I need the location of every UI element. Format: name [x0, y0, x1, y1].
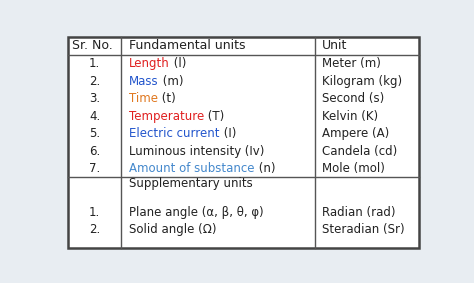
Text: Electric current: Electric current — [129, 127, 219, 140]
Text: Mole (mol): Mole (mol) — [322, 162, 385, 175]
Text: Length: Length — [129, 57, 170, 70]
Text: (Iv): (Iv) — [241, 145, 264, 158]
Text: Unit: Unit — [322, 40, 347, 52]
Text: Second (s): Second (s) — [322, 92, 384, 105]
Text: Radian (rad): Radian (rad) — [322, 206, 395, 219]
Text: Mass: Mass — [129, 74, 159, 87]
Text: (n): (n) — [255, 162, 275, 175]
Text: Solid angle (Ω): Solid angle (Ω) — [129, 224, 217, 237]
Text: Time: Time — [129, 92, 158, 105]
Text: 5.: 5. — [89, 127, 100, 140]
Text: Ampere (A): Ampere (A) — [322, 127, 389, 140]
Text: (I): (I) — [219, 127, 236, 140]
Text: 1.: 1. — [89, 206, 100, 219]
Text: Sr. No.: Sr. No. — [72, 40, 113, 52]
Text: Steradian (Sr): Steradian (Sr) — [322, 224, 404, 237]
Text: (l): (l) — [170, 57, 186, 70]
Text: Fundamental units: Fundamental units — [129, 40, 246, 52]
Text: Luminous intensity: Luminous intensity — [129, 145, 241, 158]
Text: 3.: 3. — [89, 92, 100, 105]
Text: Kelvin (K): Kelvin (K) — [322, 110, 378, 123]
Text: (m): (m) — [159, 74, 183, 87]
Text: 6.: 6. — [89, 145, 100, 158]
Text: Kilogram (kg): Kilogram (kg) — [322, 74, 402, 87]
Text: Supplementary units: Supplementary units — [129, 177, 253, 190]
Text: Temperature: Temperature — [129, 110, 204, 123]
Text: Candela (cd): Candela (cd) — [322, 145, 397, 158]
Text: 1.: 1. — [89, 57, 100, 70]
Text: (T): (T) — [204, 110, 225, 123]
Text: Meter (m): Meter (m) — [322, 57, 381, 70]
Text: 4.: 4. — [89, 110, 100, 123]
Text: Amount of substance: Amount of substance — [129, 162, 255, 175]
Text: (t): (t) — [158, 92, 176, 105]
Text: 2.: 2. — [89, 74, 100, 87]
Text: Plane angle (α, β, θ, φ): Plane angle (α, β, θ, φ) — [129, 206, 264, 219]
Text: 2.: 2. — [89, 224, 100, 237]
Text: 7.: 7. — [89, 162, 100, 175]
